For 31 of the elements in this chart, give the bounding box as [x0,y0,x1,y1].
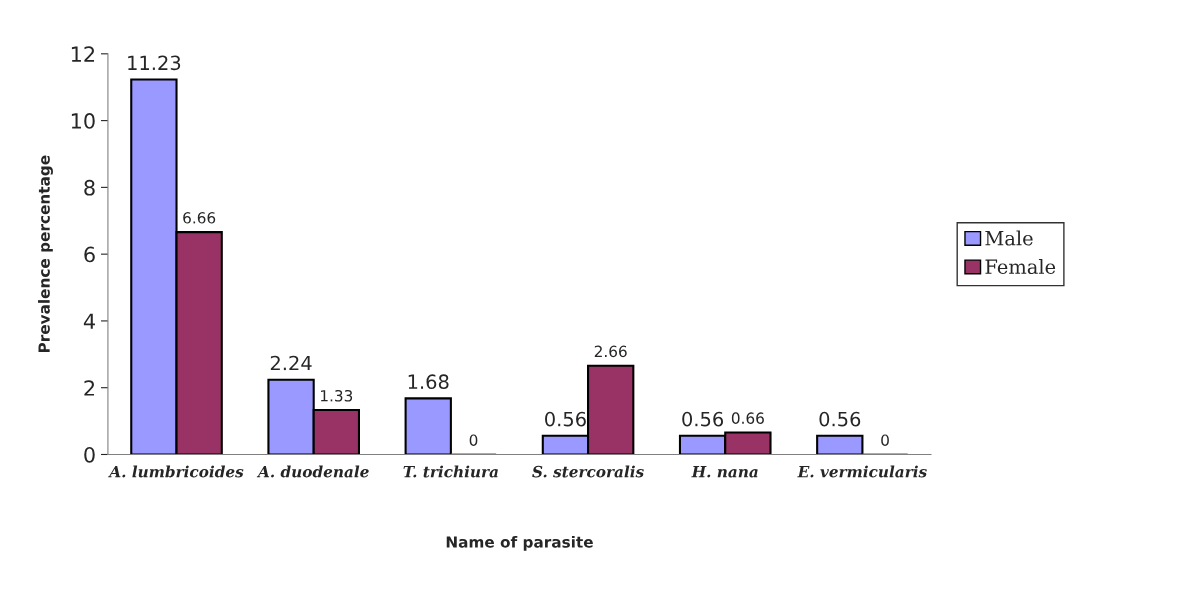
data-label: 0.56 [682,411,724,427]
data-label: 1.33 [321,390,353,402]
y-tick-label: 4 [83,313,95,329]
legend-label: Female [985,259,1056,275]
y-tick-label: 10 [71,113,95,129]
data-label: 0.66 [731,412,764,424]
bar [816,434,864,455]
x-tick-label: T. trichiura [403,465,498,478]
x-axis-title: Name of parasite [446,535,593,551]
y-tick-label: 0 [84,446,95,463]
data-label: 0.56 [545,411,586,427]
y-tick-label: 12 [71,46,95,62]
y-axis-title: Prevalence percentage [38,155,53,353]
x-tick-label: E. vermicularis [797,465,927,478]
x-tick-label: H. nana [691,466,758,478]
x-tick-label: S. stercoralis [532,465,644,478]
bar [404,397,452,455]
data-label: 6.66 [183,212,216,224]
data-label: 1.68 [408,374,449,390]
data-label: 2.24 [270,355,312,371]
legend-label: Male [985,230,1033,246]
data-label: 11.23 [128,55,181,71]
x-tick-label: A. duodenale [256,465,369,478]
x-tick-label: A. lumbricoides [108,465,244,478]
y-tick-label: 6 [84,246,95,263]
data-label: 0 [469,434,478,446]
y-tick-label: 2 [84,380,95,396]
data-label: 0.56 [819,411,861,427]
y-tick-label: 8 [84,179,95,196]
data-label: 2.66 [594,345,627,358]
data-label: 0 [881,434,889,446]
